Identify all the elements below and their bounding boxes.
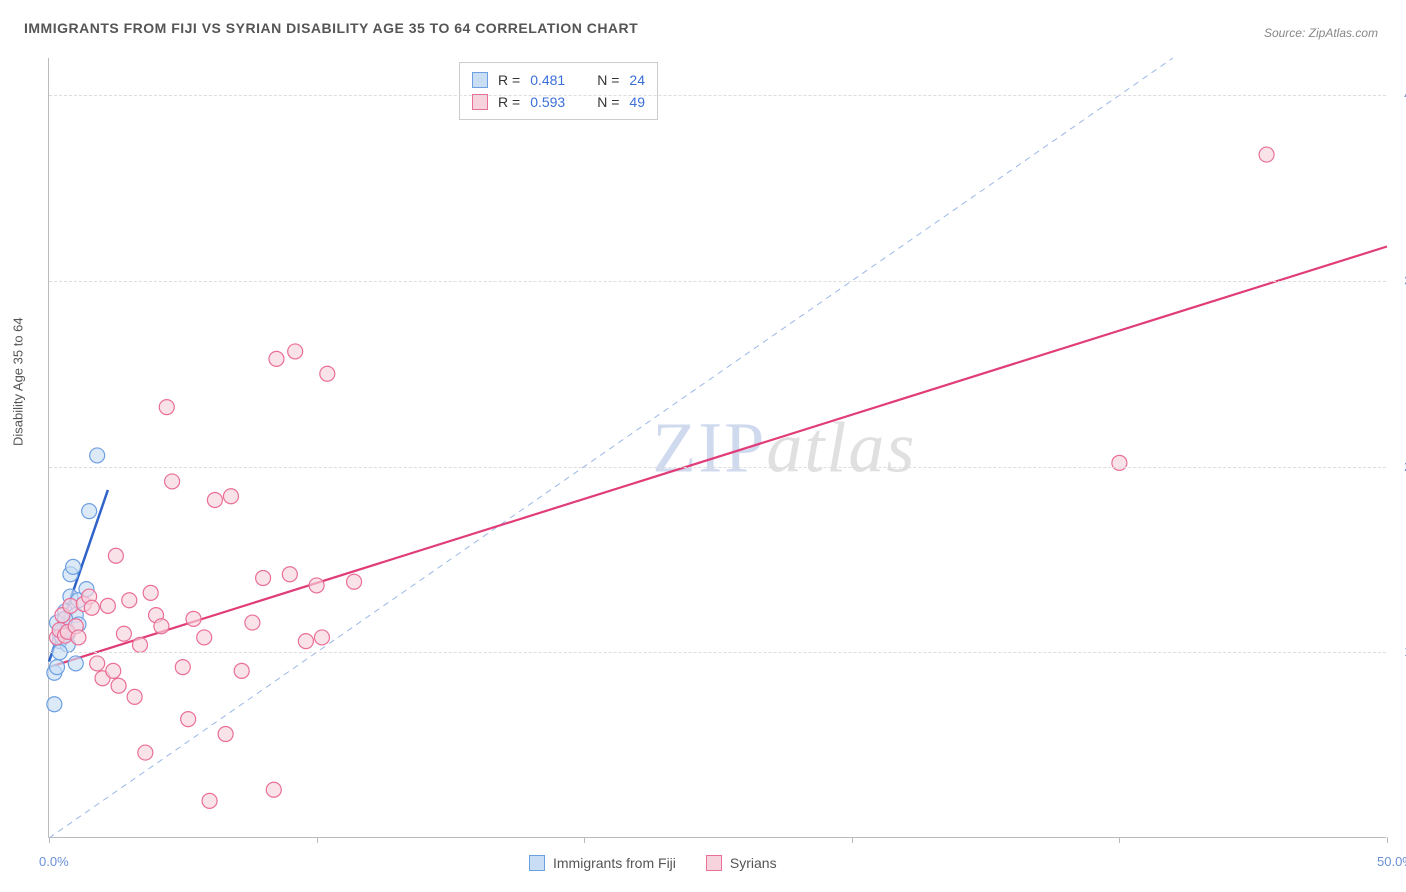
scatter-point <box>116 626 131 641</box>
scatter-point <box>298 634 313 649</box>
scatter-point <box>207 493 222 508</box>
scatter-point <box>256 571 271 586</box>
legend-swatch <box>706 855 722 871</box>
gridline <box>49 467 1386 468</box>
scatter-point <box>143 585 158 600</box>
plot-area: ZIPatlas R =0.481N =24R =0.593N =49 Immi… <box>48 58 1386 838</box>
scatter-point <box>234 663 249 678</box>
scatter-point <box>309 578 324 593</box>
scatter-point <box>314 630 329 645</box>
x-tick-label: 0.0% <box>39 854 69 869</box>
y-tick-label: 40.0% <box>1391 87 1406 102</box>
scatter-point <box>66 559 81 574</box>
x-tick-label: 50.0% <box>1377 854 1406 869</box>
r-label: R = <box>498 69 520 91</box>
scatter-point <box>347 574 362 589</box>
y-tick-label: 20.0% <box>1391 459 1406 474</box>
scatter-point <box>218 727 233 742</box>
scatter-point <box>1112 455 1127 470</box>
scatter-point <box>165 474 180 489</box>
scatter-point <box>84 600 99 615</box>
scatter-point <box>50 660 65 675</box>
legend-row: R = 0.481 N = 24 <box>472 69 645 91</box>
scatter-point <box>159 400 174 415</box>
scatter-point <box>82 504 97 519</box>
gridline <box>49 652 1386 653</box>
legend-item: Syrians <box>706 855 777 871</box>
legend-label: Syrians <box>730 855 777 871</box>
scatter-point <box>90 656 105 671</box>
scatter-point <box>127 689 142 704</box>
scatter-point <box>175 660 190 675</box>
legend-item: Immigrants from Fiji <box>529 855 676 871</box>
legend-swatch <box>472 72 488 88</box>
gridline <box>49 95 1386 96</box>
scatter-point <box>282 567 297 582</box>
trend-line <box>49 247 1387 668</box>
scatter-point <box>111 678 126 693</box>
y-tick-label: 10.0% <box>1391 644 1406 659</box>
legend-swatch <box>472 94 488 110</box>
x-tick <box>317 837 318 843</box>
scatter-point <box>63 598 78 613</box>
scatter-point <box>47 697 62 712</box>
scatter-point <box>223 489 238 504</box>
legend-series: Immigrants from Fiji Syrians <box>529 855 777 871</box>
scatter-point <box>1259 147 1274 162</box>
scatter-point <box>320 366 335 381</box>
scatter-point <box>106 663 121 678</box>
identity-line <box>49 58 1173 838</box>
scatter-point <box>71 630 86 645</box>
r-value: 0.481 <box>530 69 565 91</box>
y-tick-label: 30.0% <box>1391 273 1406 288</box>
scatter-point <box>288 344 303 359</box>
n-value: 24 <box>629 69 645 91</box>
scatter-point <box>138 745 153 760</box>
x-tick <box>852 837 853 843</box>
source-attribution: Source: ZipAtlas.com <box>1264 26 1378 40</box>
scatter-point <box>266 782 281 797</box>
x-tick <box>584 837 585 843</box>
x-tick <box>49 837 50 843</box>
y-axis-title: Disability Age 35 to 64 <box>11 317 26 446</box>
scatter-point <box>132 637 147 652</box>
scatter-point <box>181 712 196 727</box>
gridline <box>49 281 1386 282</box>
scatter-point <box>245 615 260 630</box>
scatter-point <box>90 448 105 463</box>
scatter-point <box>269 351 284 366</box>
chart-title: IMMIGRANTS FROM FIJI VS SYRIAN DISABILIT… <box>24 20 638 36</box>
scatter-point <box>197 630 212 645</box>
scatter-point <box>122 593 137 608</box>
scatter-point <box>154 619 169 634</box>
x-tick <box>1119 837 1120 843</box>
scatter-point <box>202 793 217 808</box>
legend-label: Immigrants from Fiji <box>553 855 676 871</box>
legend-correlation: R =0.481N =24R =0.593N =49 <box>459 62 658 120</box>
scatter-point <box>100 598 115 613</box>
x-tick <box>1387 837 1388 843</box>
scatter-point <box>68 656 83 671</box>
n-label: N = <box>597 69 619 91</box>
legend-swatch <box>529 855 545 871</box>
scatter-point <box>108 548 123 563</box>
scatter-point <box>186 611 201 626</box>
chart-svg <box>49 58 1386 837</box>
